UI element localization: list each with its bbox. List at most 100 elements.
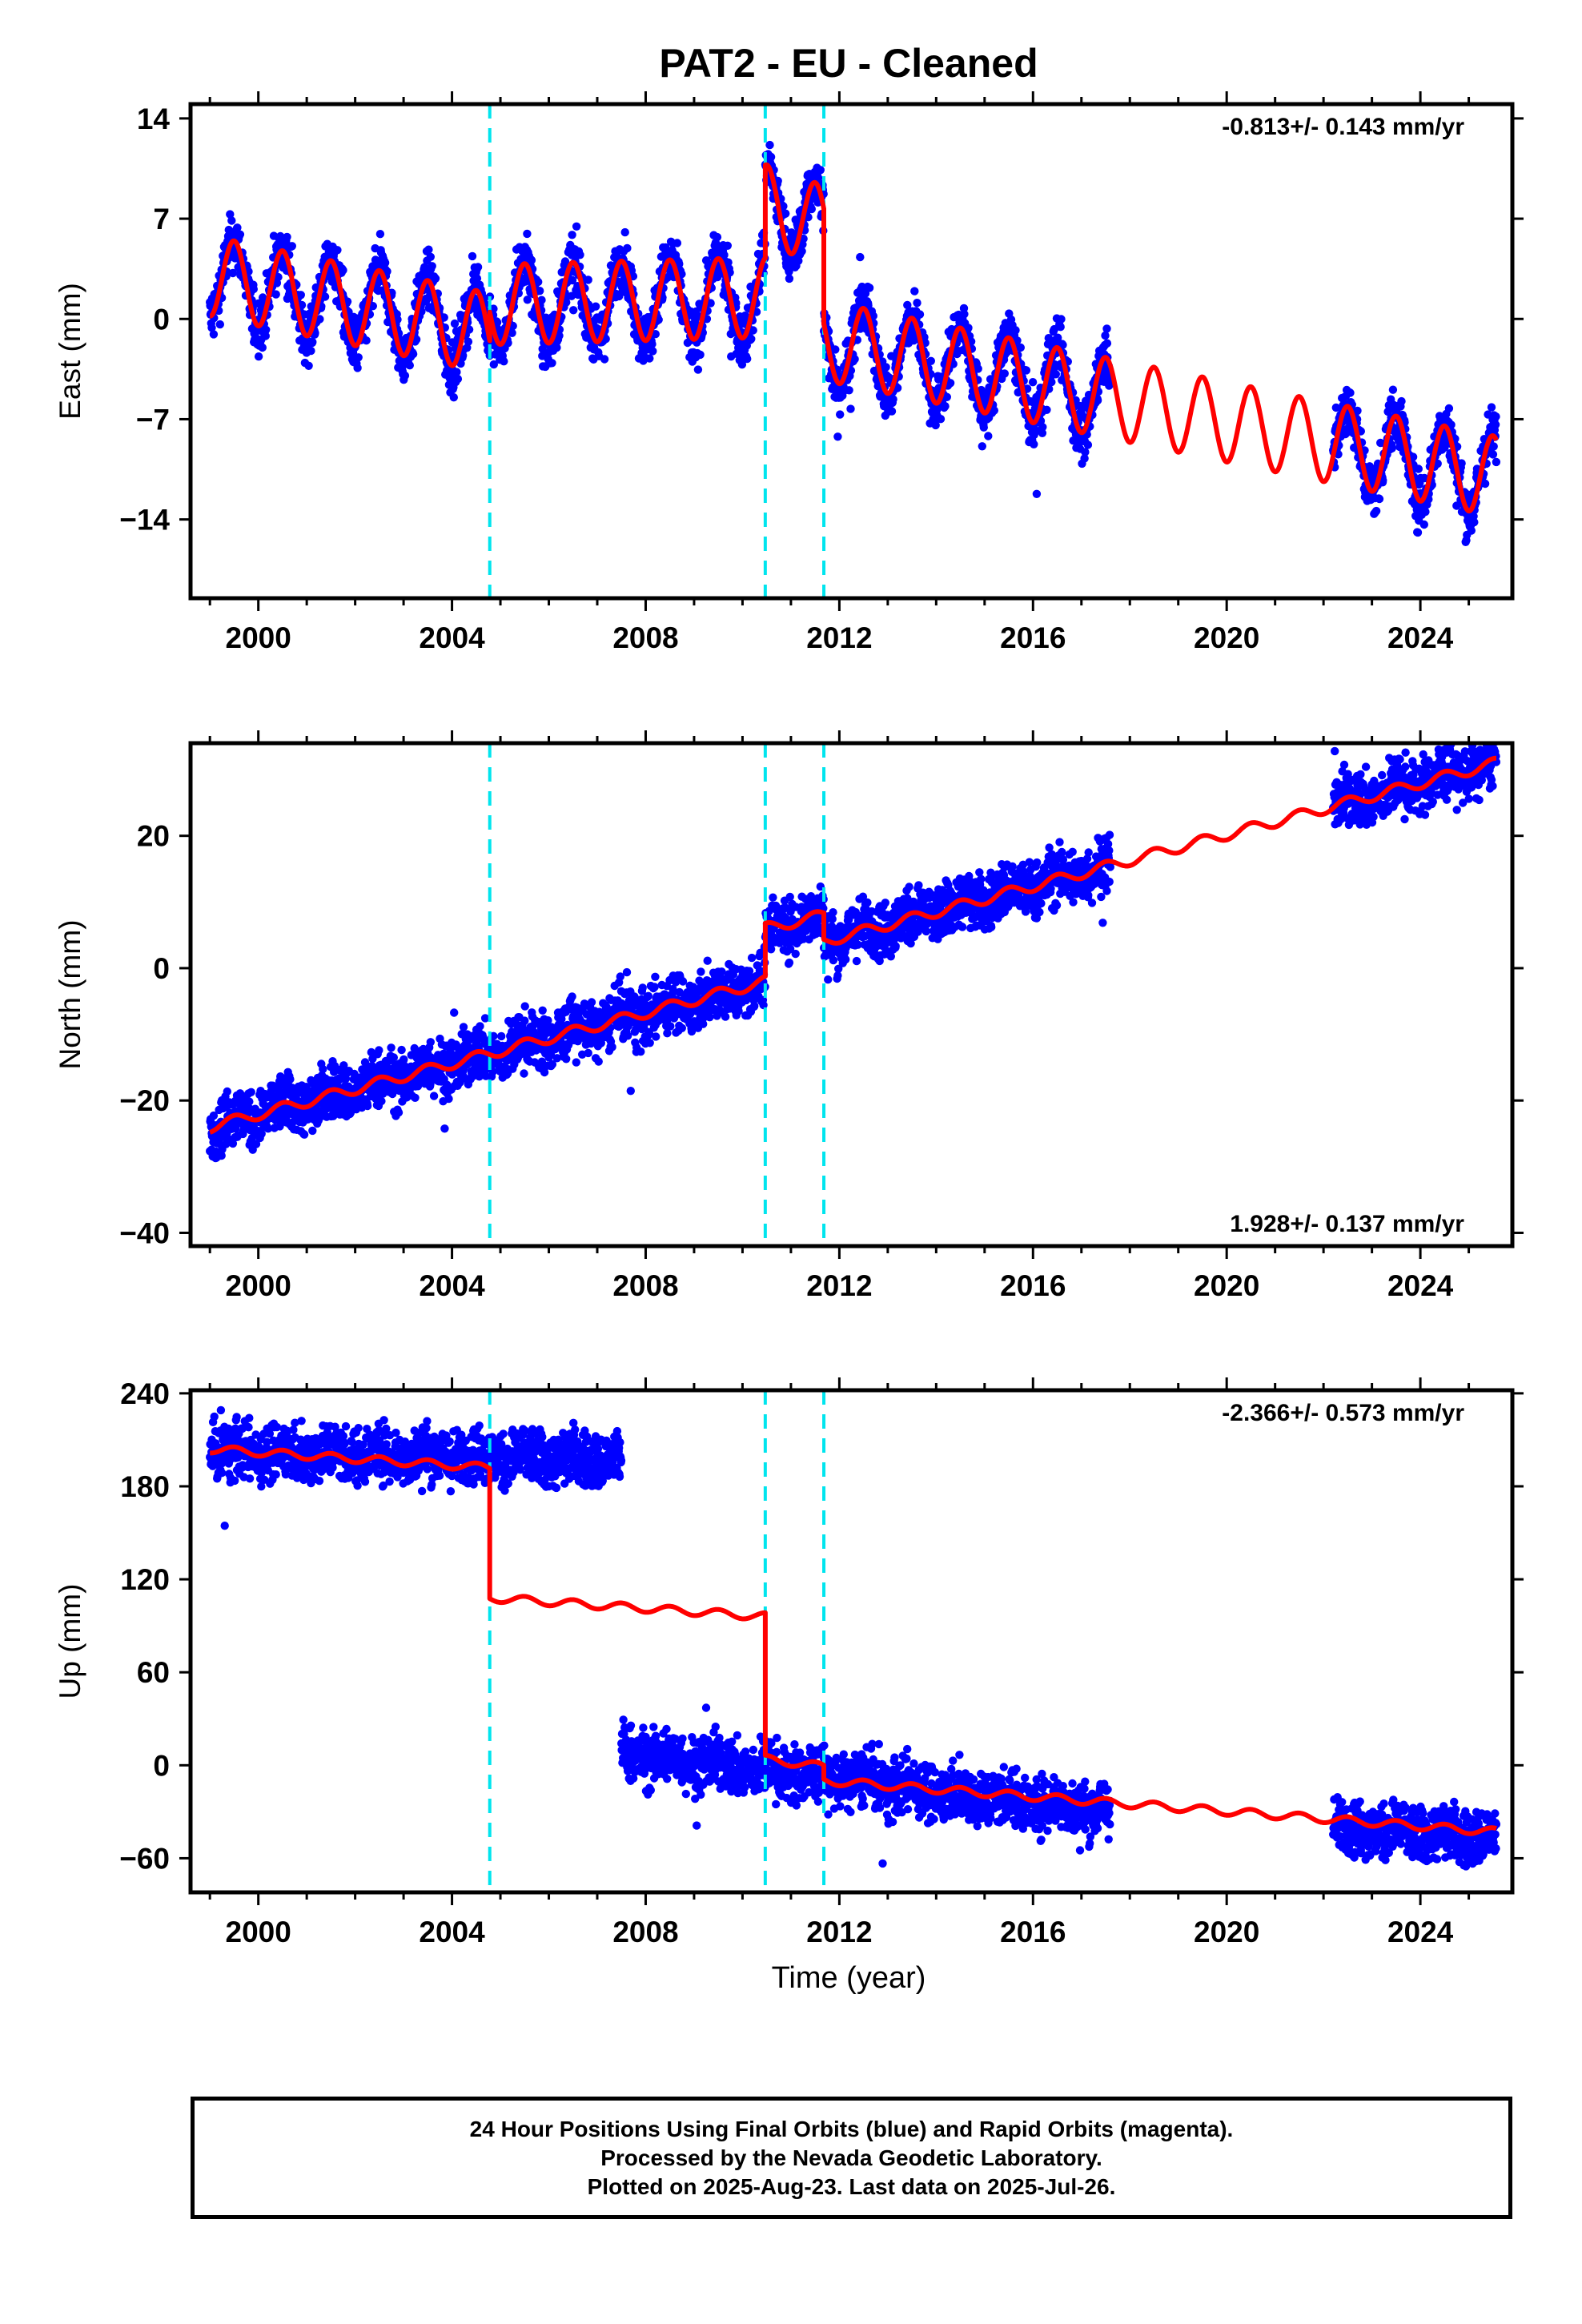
data-point: [781, 209, 790, 218]
data-point: [1457, 459, 1466, 468]
data-point: [645, 1039, 654, 1047]
data-point: [594, 1057, 603, 1066]
data-point: [450, 1008, 459, 1017]
data-point: [297, 300, 307, 310]
data-point: [881, 363, 890, 372]
data-point: [426, 252, 435, 261]
data-point: [931, 420, 940, 430]
data-point: [1375, 494, 1384, 504]
data-point: [1470, 517, 1479, 527]
data-point: [476, 1022, 484, 1031]
data-point: [743, 354, 752, 364]
data-point: [1489, 442, 1498, 451]
data-point: [520, 1069, 528, 1078]
data-point: [271, 290, 280, 299]
y-tick-label: −14: [119, 504, 170, 537]
data-point: [405, 361, 414, 370]
data-point: [941, 402, 950, 411]
data-point: [1038, 423, 1047, 432]
data-point: [650, 983, 659, 991]
data-point: [383, 267, 391, 276]
data-point: [308, 337, 317, 347]
data-point: [1081, 448, 1090, 456]
data-point: [1491, 420, 1500, 429]
y-tick-label: 0: [153, 303, 170, 336]
data-point: [626, 1087, 635, 1096]
data-point: [1093, 396, 1102, 405]
data-point: [1051, 370, 1061, 379]
data-point: [235, 230, 245, 239]
data-point: [339, 266, 347, 275]
data-point: [568, 992, 576, 1001]
data-point: [387, 1043, 396, 1052]
data-point: [572, 222, 581, 231]
data-point: [765, 140, 774, 150]
data-point: [1388, 385, 1398, 394]
data-point: [1492, 457, 1501, 467]
east-model-line: [207, 162, 1499, 514]
data-point: [315, 315, 324, 324]
data-point: [942, 392, 952, 401]
east-frame: [188, 102, 1515, 601]
data-point: [397, 1045, 406, 1055]
data-point: [785, 267, 793, 276]
data-point: [254, 352, 263, 361]
data-point: [411, 1093, 420, 1103]
data-point: [576, 251, 584, 259]
data-point: [426, 1038, 435, 1047]
data-point: [296, 291, 305, 300]
data-point: [444, 1094, 453, 1104]
data-point: [308, 1126, 317, 1136]
data-point: [541, 313, 551, 322]
data-point: [816, 166, 825, 175]
data-point: [489, 360, 498, 369]
data-point: [833, 432, 842, 441]
data-point: [713, 232, 722, 242]
data-point: [258, 343, 267, 352]
data-point: [1022, 366, 1031, 375]
data-point: [354, 353, 363, 362]
data-point: [636, 1047, 645, 1056]
data-point: [1444, 404, 1454, 413]
data-point: [1057, 315, 1066, 324]
data-point: [651, 972, 660, 982]
x-tick-label: 2016: [1000, 621, 1066, 654]
east-rate-label: -0.813+/- 0.143 mm/yr: [1222, 114, 1464, 140]
data-point: [1056, 323, 1065, 332]
data-point: [375, 1046, 383, 1055]
data-point: [1038, 428, 1047, 437]
data-point: [913, 299, 921, 308]
data-point: [1467, 526, 1476, 535]
data-point: [706, 299, 715, 308]
data-point: [889, 395, 897, 404]
data-point: [249, 284, 258, 294]
data-point: [1413, 528, 1423, 537]
data-point: [831, 345, 840, 354]
data-point: [464, 337, 473, 346]
data-point: [538, 1006, 547, 1015]
data-point: [624, 1031, 632, 1040]
data-point: [536, 287, 544, 296]
data-point: [534, 277, 543, 287]
data-point: [480, 1014, 490, 1023]
data-point: [1044, 334, 1054, 343]
north-data-points: [206, 743, 1501, 1163]
data-point: [508, 328, 516, 337]
data-point: [333, 246, 342, 255]
data-point: [450, 319, 460, 328]
data-point: [979, 423, 989, 432]
data-point: [523, 229, 532, 239]
figure-title: PAT2 - EU - Cleaned: [659, 41, 1038, 86]
x-tick-label: 2008: [612, 621, 678, 654]
data-point: [408, 349, 418, 359]
data-point: [520, 1016, 529, 1025]
data-point: [368, 302, 377, 311]
data-point: [1353, 406, 1362, 416]
data-point: [794, 256, 803, 265]
data-point: [572, 1058, 580, 1067]
data-point: [567, 292, 576, 300]
data-point: [652, 1032, 661, 1041]
data-point: [1080, 454, 1089, 463]
data-point: [856, 252, 865, 262]
